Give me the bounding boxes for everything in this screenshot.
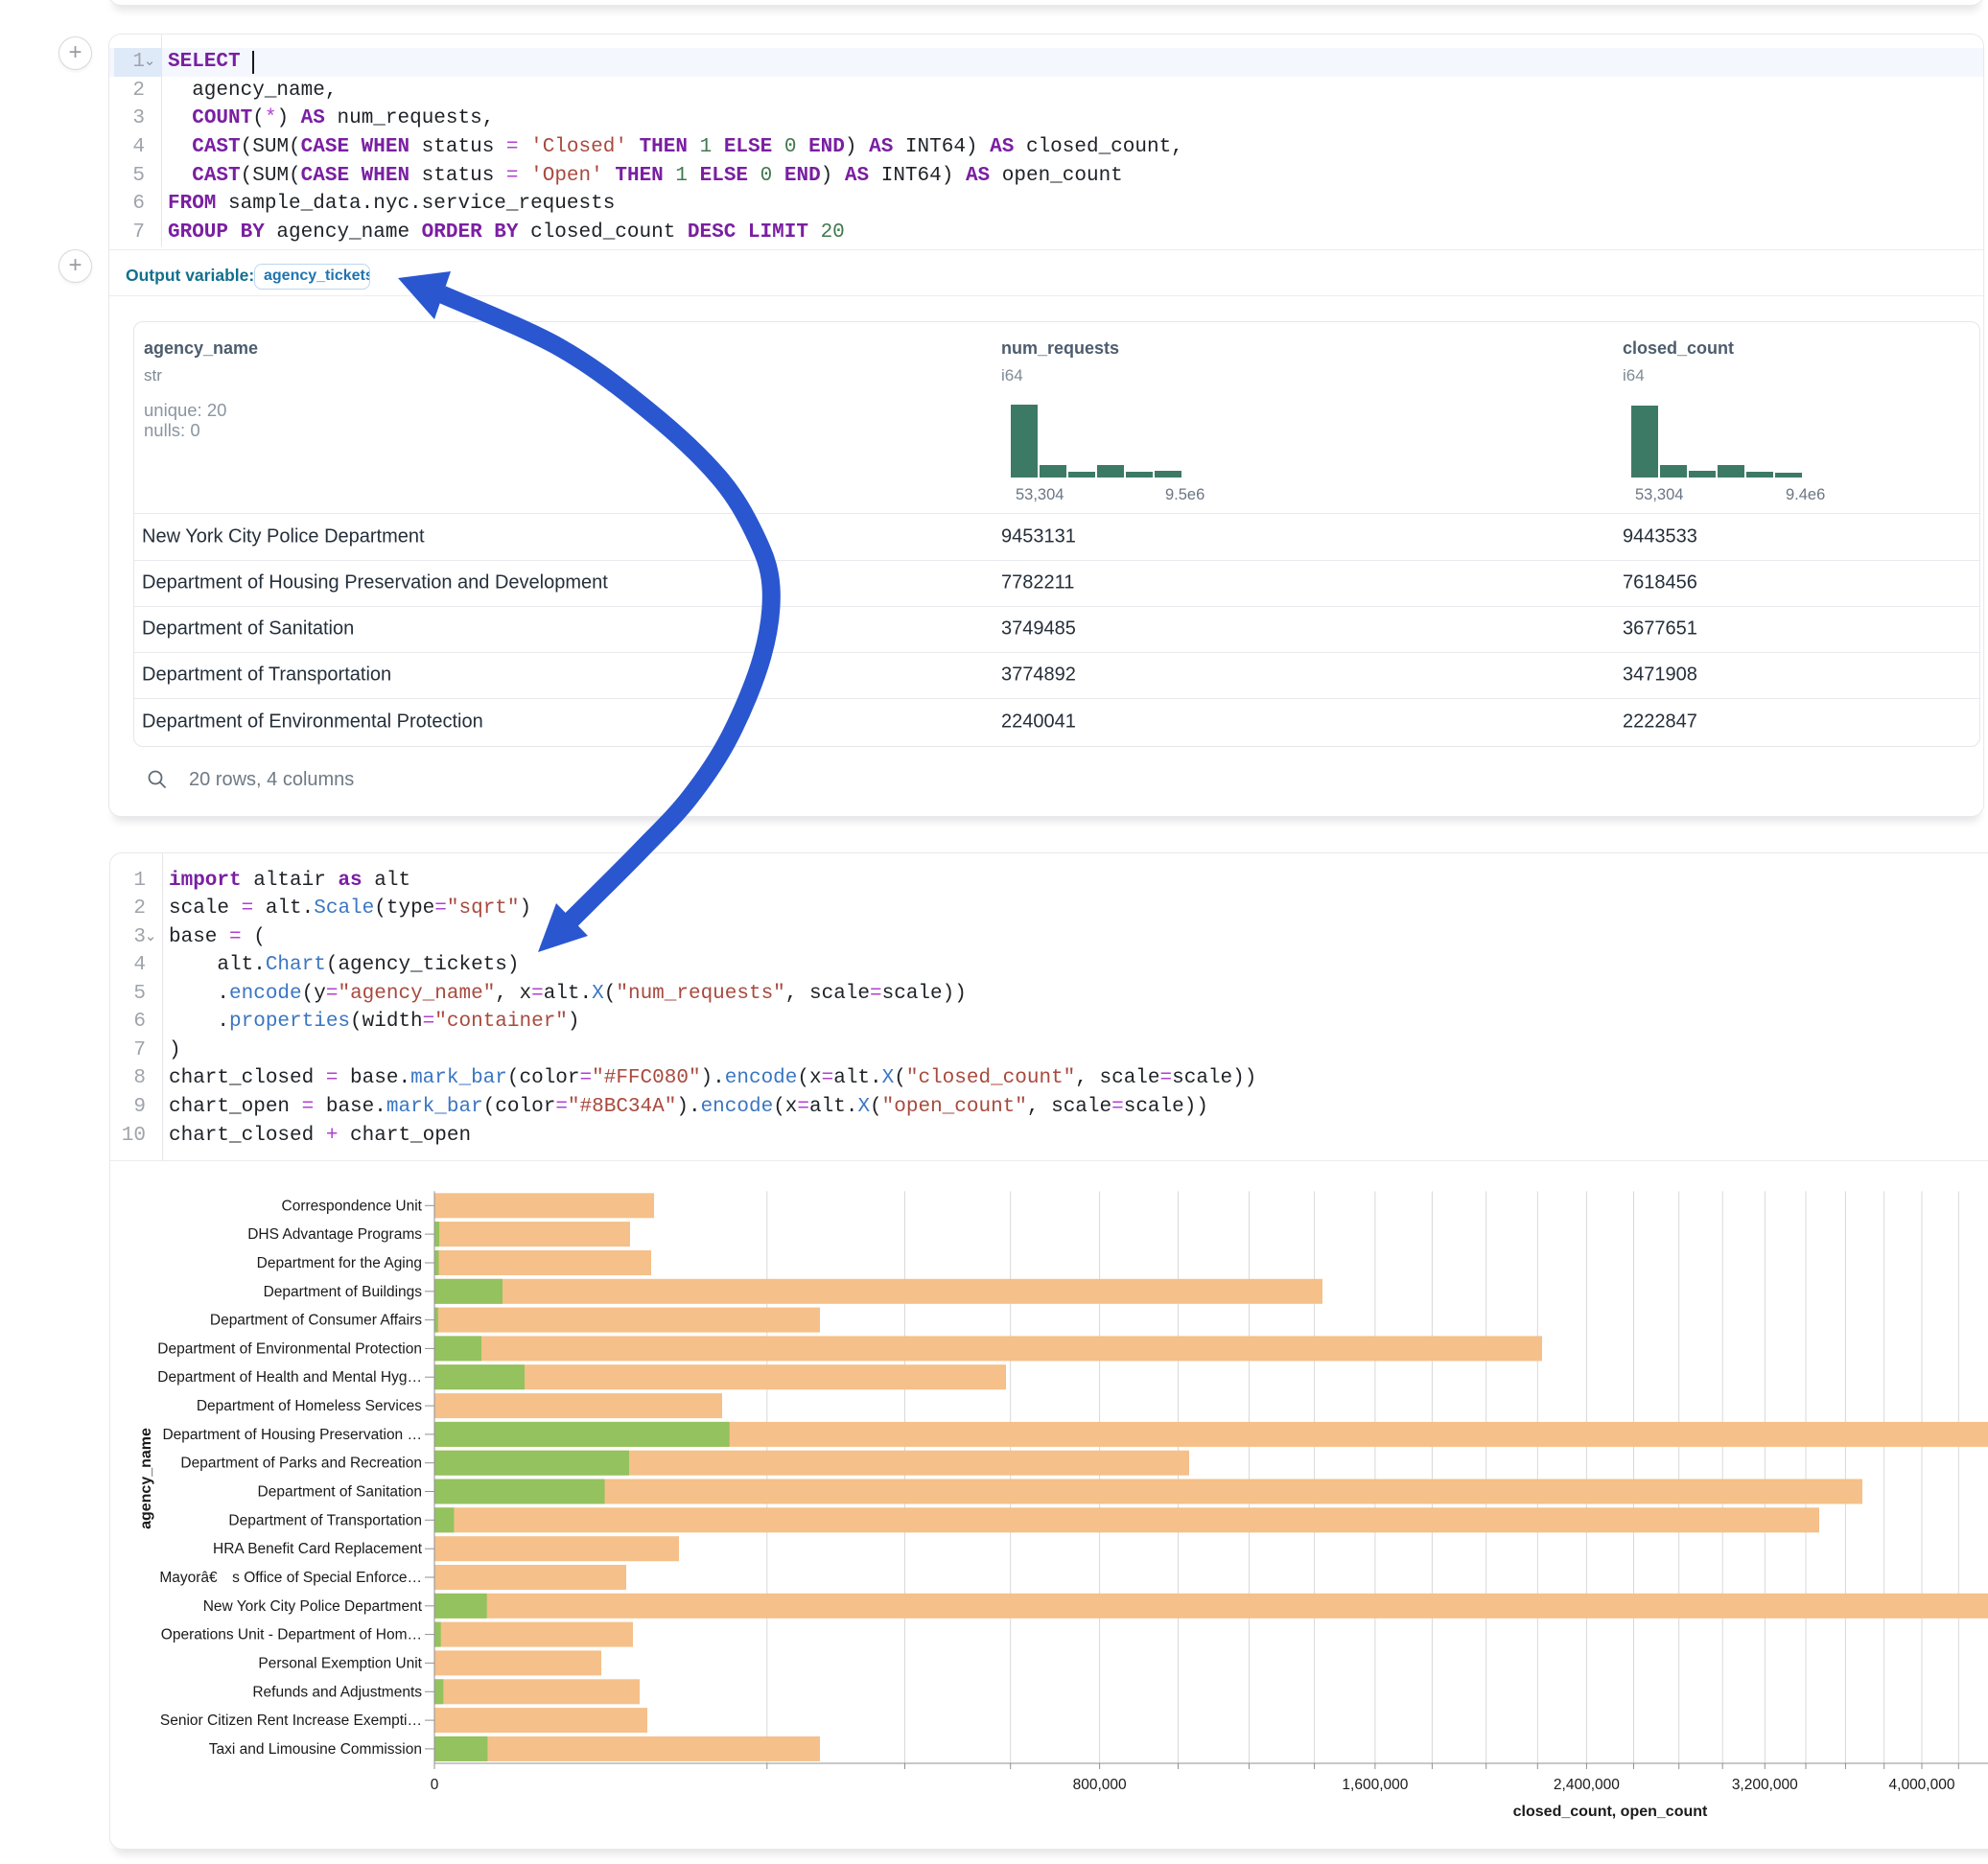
svg-text:Department for the Aging: Department for the Aging (257, 1255, 422, 1271)
svg-text:HRA Benefit Card Replacement: HRA Benefit Card Replacement (213, 1541, 423, 1557)
svg-text:4,000,000: 4,000,000 (1889, 1777, 1955, 1793)
svg-text:Mayorâ€ s Office of Special En: Mayorâ€ s Office of Special Enforce… (159, 1570, 422, 1586)
svg-text:1,600,000: 1,600,000 (1342, 1777, 1408, 1793)
svg-text:Department of Environmental Pr: Department of Environmental Protection (157, 1340, 422, 1357)
svg-text:Department of Transportation: Department of Transportation (228, 1512, 422, 1528)
svg-text:2,400,000: 2,400,000 (1554, 1777, 1620, 1793)
svg-text:Personal Exemption Unit: Personal Exemption Unit (258, 1655, 422, 1671)
svg-text:Senior Citizen Rent Increase E: Senior Citizen Rent Increase Exempti… (160, 1713, 422, 1729)
svg-text:Department of Parks and Recrea: Department of Parks and Recreation (180, 1456, 422, 1472)
svg-text:Department of Buildings: Department of Buildings (264, 1284, 423, 1300)
svg-text:Correspondence Unit: Correspondence Unit (282, 1198, 423, 1214)
svg-text:Department of Health and Menta: Department of Health and Mental Hyg… (157, 1369, 422, 1386)
svg-text:Department of Homeless Service: Department of Homeless Services (197, 1398, 422, 1414)
svg-text:Taxi and Limousine Commission: Taxi and Limousine Commission (209, 1741, 422, 1758)
svg-text:Operations Unit - Department o: Operations Unit - Department of Hom… (161, 1627, 422, 1643)
svg-text:3,200,000: 3,200,000 (1732, 1777, 1798, 1793)
svg-text:Department of Sanitation: Department of Sanitation (258, 1484, 422, 1501)
svg-text:Refunds and Adjustments: Refunds and Adjustments (252, 1684, 422, 1700)
svg-text:DHS Advantage Programs: DHS Advantage Programs (247, 1226, 422, 1243)
svg-text:Department of Housing Preserva: Department of Housing Preservation … (162, 1427, 422, 1443)
svg-text:0: 0 (431, 1777, 439, 1793)
svg-text:Department of Consumer Affairs: Department of Consumer Affairs (210, 1313, 422, 1329)
svg-text:agency_name: agency_name (138, 1428, 154, 1529)
svg-text:closed_count, open_count: closed_count, open_count (1513, 1804, 1708, 1820)
svg-text:New York City Police Departmen: New York City Police Department (203, 1598, 423, 1615)
svg-text:800,000: 800,000 (1073, 1777, 1127, 1793)
